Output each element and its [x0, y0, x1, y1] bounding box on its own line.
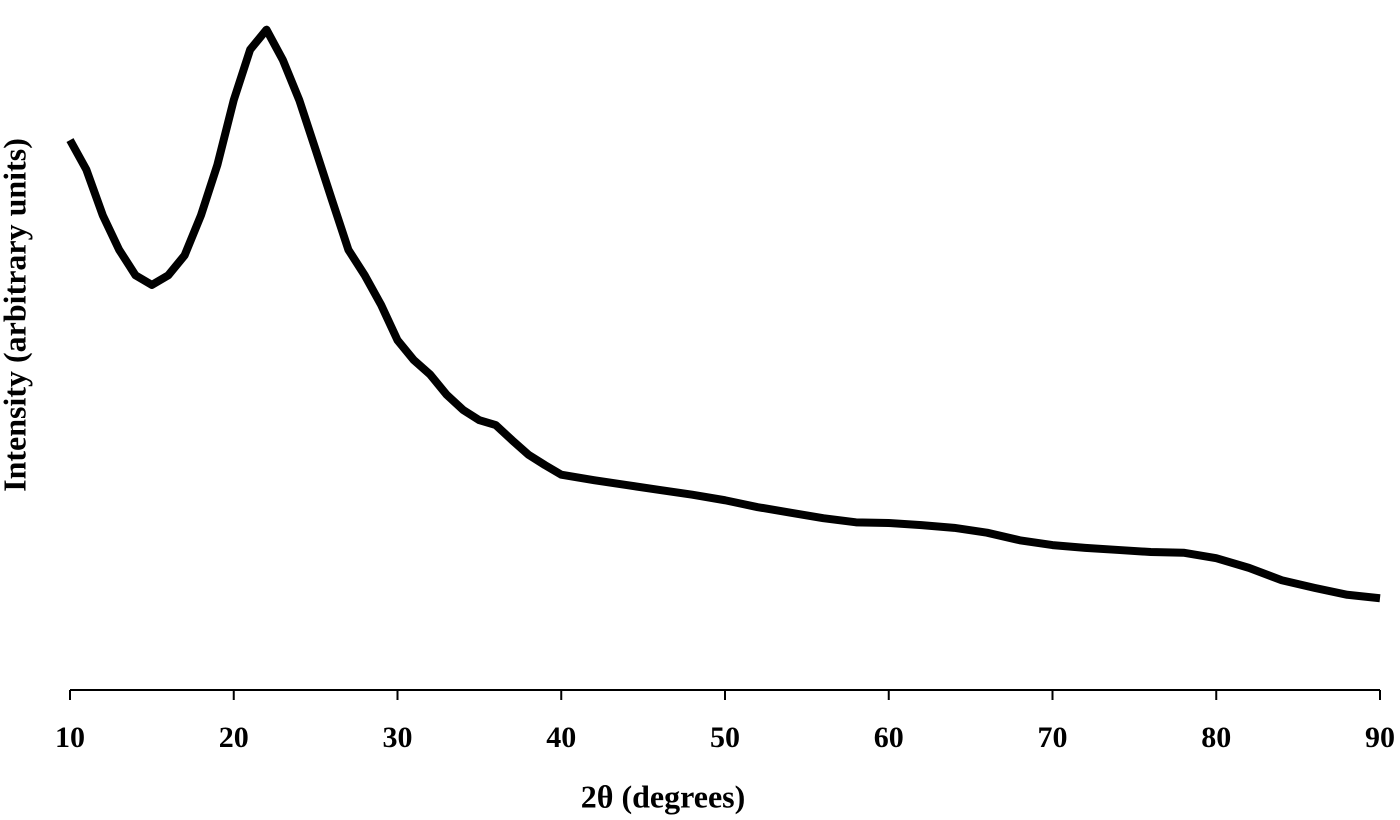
x-tick-label: 30 [383, 721, 413, 754]
x-tick-label: 20 [219, 721, 249, 754]
x-tick-label: 40 [546, 721, 576, 754]
x-tick-label: 80 [1201, 721, 1231, 754]
x-tick-label: 90 [1365, 721, 1395, 754]
data-line [66, 25, 1381, 603]
x-tick-label: 60 [874, 721, 904, 754]
x-axis-label: 2θ (degrees) [581, 778, 746, 814]
x-tick-label: 10 [55, 721, 85, 754]
x-tick-label: 70 [1038, 721, 1068, 754]
y-axis-label: Intensity (arbitrary units) [0, 138, 32, 492]
x-tick-label: 50 [710, 721, 740, 754]
